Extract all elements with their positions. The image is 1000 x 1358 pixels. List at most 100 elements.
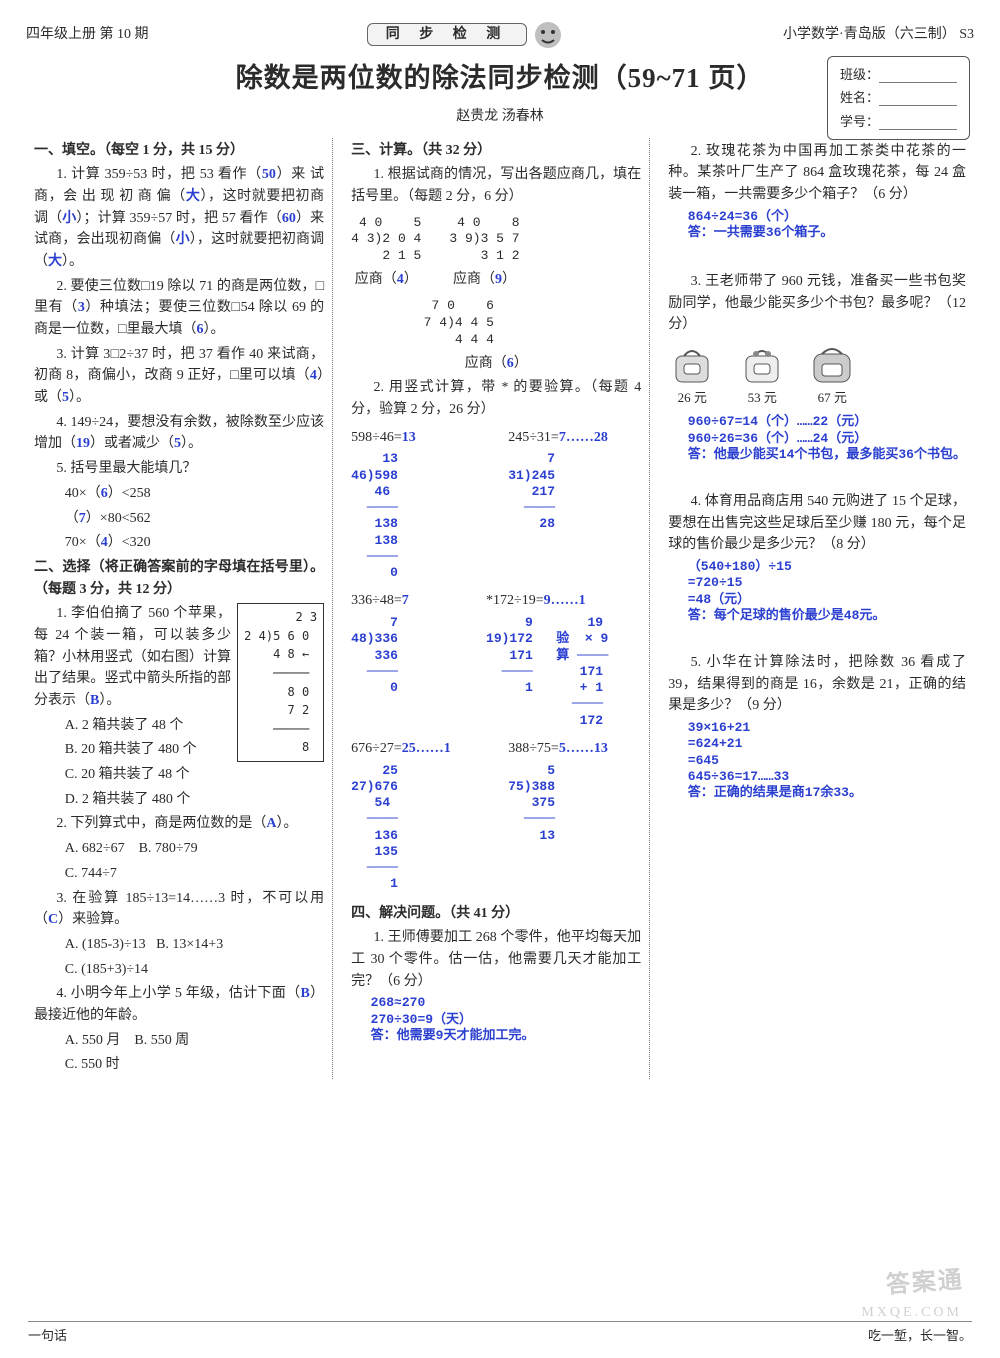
- s1-q4: 4. 149÷24，要想没有余数，被除数至少应该增加（19）或者减少（5）。: [34, 412, 324, 455]
- page-footer: 一句话 吃一堑，长一智。: [28, 1321, 972, 1346]
- answer: C: [48, 912, 58, 927]
- answer: 9: [495, 272, 502, 287]
- t: （: [65, 511, 79, 526]
- work: 25 27)676 54 ──── 136 135 ──── 1: [351, 763, 484, 893]
- column-2: 三、计算。（共 32 分） 1. 根据试商的情况，写出各题应商几，填在括号里。（…: [343, 138, 650, 1080]
- answer: 4: [310, 368, 317, 383]
- s1-q2: 2. 要使三位数□19 除以 71 的商是两位数，□里有（3）种填法；要使三位数…: [34, 276, 324, 341]
- t: ）: [502, 272, 516, 287]
- blank-class[interactable]: [879, 69, 957, 83]
- answer: 60: [282, 211, 296, 226]
- content-columns: 一、填空。（每空 1 分，共 15 分） 1. 计算 359÷53 时，把 53…: [26, 138, 974, 1080]
- s3-row1: 4 0 5 4 3)2 0 4 2 1 5 应商（4） 4 0 8 3 9)3 …: [351, 211, 641, 294]
- t: ）。: [277, 816, 298, 831]
- t: *172÷19=: [486, 593, 544, 608]
- answer: 5……13: [559, 741, 608, 756]
- answer: 4: [101, 535, 108, 550]
- blank-name[interactable]: [879, 92, 957, 106]
- t: ）。: [181, 436, 202, 451]
- top-bar: 四年级上册 第 10 期 同 步 检 测 小学数学·青岛版（六三制） S3: [26, 18, 974, 52]
- calc-row-3: 676÷27=25……1 25 27)676 54 ──── 136 135 ─…: [351, 735, 641, 893]
- answer: 4: [397, 272, 404, 287]
- bag-a: 26 元: [668, 344, 716, 408]
- calc-cell: 388÷75=5……13 5 75)388 375 ──── 13: [508, 735, 641, 893]
- answer: 5: [62, 390, 69, 405]
- t: 336÷48=: [351, 593, 402, 608]
- blank-num[interactable]: [879, 116, 957, 130]
- answer: 大: [48, 254, 62, 269]
- s2-c1c: C. 20 箱共装了 48 个: [65, 764, 324, 786]
- work: 7 48)336 336 ──── 0: [351, 615, 462, 696]
- quotient-label: 应商（9）: [449, 269, 519, 291]
- footer-right: 吃一堑，长一智。: [868, 1326, 972, 1346]
- topbar-left: 四年级上册 第 10 期: [26, 24, 149, 46]
- answer: 7……28: [559, 430, 608, 445]
- answer: 50: [262, 167, 276, 182]
- t: ）<320: [108, 535, 151, 550]
- backpack-icon: [808, 344, 856, 386]
- section-4-head: 四、解决问题。（共 41 分）: [351, 903, 641, 925]
- t: ）或者减少（: [90, 436, 174, 451]
- label-name: 姓名：: [840, 90, 879, 105]
- t: 4. 小明今年上小学 5 年级，估计下面（: [56, 986, 300, 1001]
- s2-c3: A. (185-3)÷13 B. 13×14+3: [65, 934, 324, 956]
- t: 应商（: [465, 356, 507, 371]
- expr: 676÷27=25……1: [351, 738, 484, 760]
- section-3-head: 三、计算。（共 32 分）: [351, 140, 641, 162]
- s4-a1: 268≈270 270÷30=9（天） 答：他需要9天才能加工完。: [371, 995, 642, 1044]
- t: 应商（: [355, 272, 397, 287]
- label-num: 学号：: [840, 114, 879, 129]
- s2-q4: 4. 小明今年上小学 5 年级，估计下面（B）最接近他的年龄。: [34, 983, 324, 1026]
- calc-row-2: 336÷48=7 7 48)336 336 ──── 0 *172÷19=9………: [351, 587, 641, 728]
- t: ）: [514, 356, 528, 371]
- div-1: 4 0 5 4 3)2 0 4 2 1 5 应商（4）: [351, 211, 421, 294]
- answer: 13: [402, 430, 416, 445]
- answer: 9……1: [544, 593, 586, 608]
- answer: 5: [174, 436, 181, 451]
- long-division: 7 0 6 7 4)4 4 5 4 4 4: [424, 298, 569, 349]
- s3-q1: 1. 根据试商的情况，写出各题应商几，填在括号里。（每题 2 分，6 分）: [351, 164, 641, 207]
- s1-q5-l2: （7）×80<562: [65, 508, 324, 530]
- quotient-label: 应商（6）: [424, 353, 569, 375]
- student-info-box: 班级： 姓名： 学号：: [827, 56, 970, 140]
- s4-q1: 1. 王师傅要加工 268 个零件，他平均每天加工 30 个零件。估一估，他需要…: [351, 927, 641, 992]
- s4-q3: 3. 王老师带了 960 元钱，准备买一些书包奖励同学，他最少能买多少个书包？最…: [668, 271, 966, 336]
- s2-q3: 3. 在验算 185÷13=14……3 时，不可以用（C）来验算。: [34, 888, 324, 931]
- div-2: 4 0 8 3 9)3 5 7 3 1 2 应商（9）: [449, 211, 519, 294]
- t: 40×（: [65, 486, 101, 501]
- answer: 25……1: [402, 741, 451, 756]
- s1-q5: 5. 括号里最大能填几？: [34, 458, 324, 480]
- mascot-icon: [531, 18, 565, 52]
- div-3: 7 0 6 7 4)4 4 5 4 4 4 应商（6）: [424, 298, 569, 374]
- footer-left: 一句话: [28, 1326, 67, 1346]
- bag-b: 53 元: [738, 344, 786, 408]
- s3-q2: 2. 用竖式计算，带 * 的要验算。（每题 4 分，验算 2 分，26 分）: [351, 377, 641, 420]
- expr: 388÷75=5……13: [508, 738, 641, 760]
- quotient-label: 应商（4）: [351, 269, 421, 291]
- answer: 大: [186, 189, 201, 204]
- t: 1. 李伯伯摘了 560 个苹果，每 24 个装一箱，可以装多少箱？小林用竖式（…: [34, 606, 231, 708]
- t: ）。: [62, 254, 83, 269]
- s2-c2: A. 682÷67 B. 780÷79: [65, 838, 324, 860]
- calc-cell: 245÷31=7……28 7 31)245 217 ──── 28: [508, 424, 641, 582]
- t: B. 550 周: [134, 1033, 189, 1048]
- s4-a5: 39×16+21 =624+21 =645 645÷36=17……33 答：正确…: [688, 720, 966, 801]
- s1-q5-l1: 40×（6）<258: [65, 483, 324, 505]
- work: 5 75)388 375 ──── 13: [508, 763, 641, 844]
- t: ）: [404, 272, 418, 287]
- s4-q2: 2. 玫瑰花茶为中国再加工茶类中花茶的一种。某茶叶厂生产了 864 盒玫瑰花茶，…: [668, 141, 966, 206]
- long-division: 4 0 5 4 3)2 0 4 2 1 5: [351, 215, 421, 266]
- t: 598÷46=: [351, 430, 402, 445]
- badge-title: 同 步 检 测: [367, 23, 528, 46]
- s2-c4c: C. 550 时: [65, 1054, 324, 1076]
- s2-q2: 2. 下列算式中，商是两位数的是（A）。: [34, 813, 324, 835]
- s4-q5: 5. 小华在计算除法时，把除数 36 看成了 39，结果得到的商是 16，余数是…: [668, 652, 966, 717]
- t: A. 550 月: [65, 1033, 121, 1048]
- t: 388÷75=: [508, 741, 559, 756]
- calc-cell: *172÷19=9……1 9 19 19)172 验 × 9 171 算 ───…: [486, 587, 641, 728]
- t: B. 13×14+3: [156, 937, 223, 952]
- t: 2. 下列算式中，商是两位数的是（: [56, 816, 266, 831]
- t: B. 780÷79: [139, 841, 198, 856]
- s1-q3: 3. 计算 3□2÷37 时，把 37 看作 40 来试商，初商 8，商偏小，改…: [34, 344, 324, 409]
- expr: *172÷19=9……1: [486, 590, 641, 612]
